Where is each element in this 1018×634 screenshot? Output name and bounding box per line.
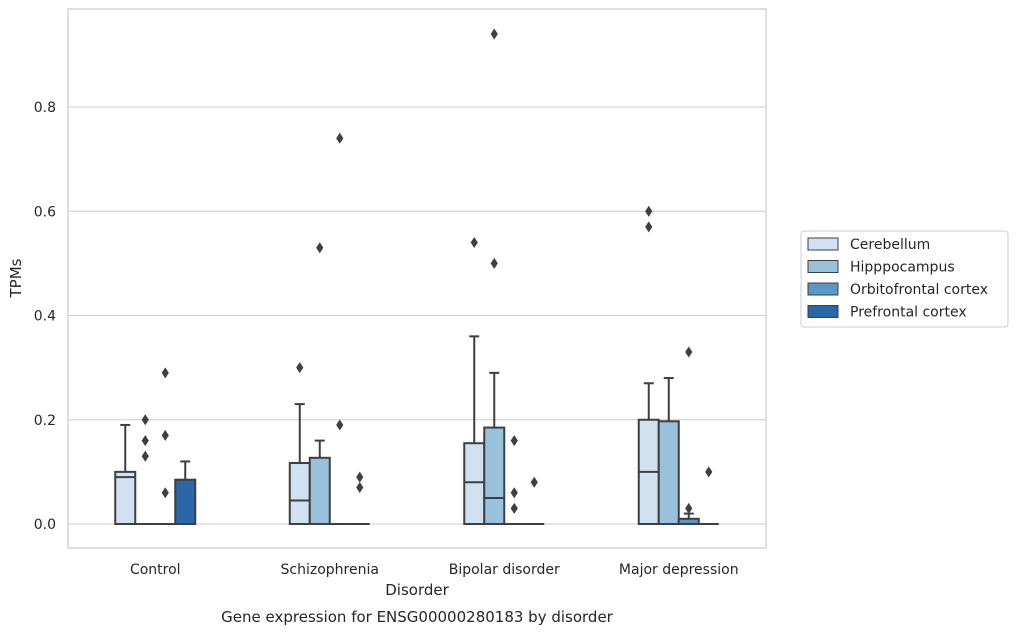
outlier-point <box>645 205 653 217</box>
legend-label: Cerebellum <box>850 237 930 253</box>
outlier-point <box>490 28 498 40</box>
outlier-point <box>685 502 693 514</box>
outlier-point <box>685 346 693 358</box>
outlier-point <box>161 487 169 499</box>
box-element <box>349 471 370 525</box>
box-element <box>463 237 486 525</box>
y-axis-label: TPMs <box>7 258 25 298</box>
legend-label: Hipppocampus <box>850 260 955 276</box>
outlier-point <box>470 237 478 249</box>
y-tick-label: 0.4 <box>34 309 56 325</box>
y-tick-labels: 0.0 0.2 0.4 0.6 0.8 <box>34 100 56 533</box>
x-axis-label: Disorder <box>385 581 449 599</box>
box-element <box>677 346 700 525</box>
outlier-point <box>530 476 538 488</box>
chart-caption: Gene expression for ENSG00000280183 by d… <box>221 608 614 626</box>
box-element <box>288 362 311 526</box>
box-body <box>483 426 506 526</box>
legend-swatch <box>807 282 839 296</box>
plot-frame <box>67 8 767 549</box>
box-body <box>657 420 680 525</box>
legend-label: Orbitofrontal cortex <box>850 282 988 298</box>
outlier-point <box>510 502 518 514</box>
legend-swatch <box>807 305 839 318</box>
box-body <box>174 478 197 526</box>
legend-swatch <box>807 237 839 251</box>
outlier-point <box>510 435 518 447</box>
box-element <box>637 205 660 525</box>
box-element <box>698 466 719 525</box>
x-tick-labels: Control Schizophrenia Bipolar disorder Majo… <box>130 562 739 578</box>
box-groups <box>114 28 719 526</box>
outlier-point <box>510 487 518 499</box>
x-tick-label: Major depression <box>619 562 739 578</box>
box-element <box>657 377 680 525</box>
box-body <box>114 470 137 525</box>
outlier-point <box>141 450 149 462</box>
outlier-point <box>296 362 304 374</box>
legend-frame <box>800 230 1009 328</box>
outlier-point <box>316 242 324 254</box>
outlier-point <box>705 466 713 478</box>
y-tick-label: 0.0 <box>34 517 56 533</box>
box-element <box>524 476 545 525</box>
outlier-point <box>490 257 498 269</box>
legend-swatch <box>807 260 839 273</box>
x-tick-label: Control <box>130 562 181 578</box>
outlier-point <box>141 414 149 426</box>
box-element <box>114 423 137 525</box>
box-element <box>135 414 156 525</box>
box-element <box>155 367 176 525</box>
box-body <box>288 462 311 526</box>
box-element <box>329 132 350 525</box>
box-element <box>504 435 525 525</box>
y-tick-label: 0.2 <box>34 413 56 429</box>
box-body <box>308 456 331 525</box>
outlier-point <box>356 482 364 494</box>
box-element <box>483 28 506 526</box>
outlier-point <box>141 435 149 447</box>
outlier-point <box>336 132 344 144</box>
outlier-point <box>356 471 364 483</box>
outlier-point <box>645 221 653 233</box>
outlier-point <box>161 429 169 441</box>
box-body <box>463 442 486 525</box>
x-tick-label: Bipolar disorder <box>449 562 560 578</box>
box-element <box>308 242 331 525</box>
legend: Cerebellum Hipppocampus Orbitofrontal cort… <box>800 230 1009 328</box>
x-tick-label: Schizophrenia <box>281 562 379 578</box>
outlier-point <box>336 419 344 431</box>
y-tick-label: 0.6 <box>34 204 56 220</box>
y-tick-label: 0.8 <box>34 100 56 116</box>
legend-label: Prefrontal cortex <box>850 305 967 321</box>
outlier-point <box>161 367 169 379</box>
box-element <box>174 460 197 526</box>
